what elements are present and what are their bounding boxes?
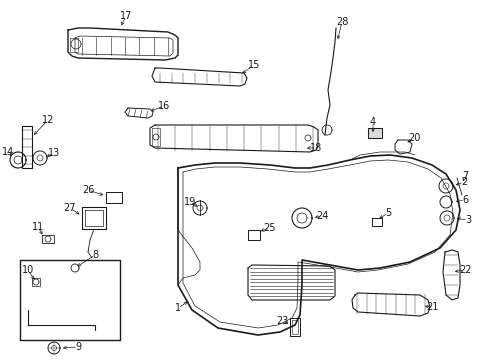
Text: 27: 27 — [63, 203, 76, 213]
Text: 20: 20 — [407, 133, 419, 143]
Text: 14: 14 — [2, 147, 14, 157]
Text: 8: 8 — [92, 250, 98, 260]
Text: 9: 9 — [75, 342, 81, 352]
Text: 13: 13 — [48, 148, 60, 158]
Text: 6: 6 — [461, 195, 467, 205]
Text: 17: 17 — [120, 11, 132, 21]
Text: 1: 1 — [175, 303, 181, 313]
Text: 5: 5 — [384, 208, 390, 218]
Text: 11: 11 — [32, 222, 44, 232]
Text: 24: 24 — [315, 211, 327, 221]
Text: 26: 26 — [81, 185, 94, 195]
Text: 10: 10 — [22, 265, 34, 275]
Text: 15: 15 — [247, 60, 260, 70]
Text: 7: 7 — [461, 171, 467, 181]
Text: 21: 21 — [425, 302, 437, 312]
Text: 16: 16 — [158, 101, 170, 111]
Text: 12: 12 — [42, 115, 54, 125]
Text: 25: 25 — [263, 223, 276, 233]
Text: 28: 28 — [335, 17, 347, 27]
Text: 3: 3 — [464, 215, 470, 225]
Text: 23: 23 — [275, 316, 287, 326]
Text: 2: 2 — [460, 177, 466, 187]
Text: 22: 22 — [458, 265, 470, 275]
Text: 19: 19 — [183, 197, 196, 207]
Text: 4: 4 — [369, 117, 375, 127]
Text: 18: 18 — [309, 143, 322, 153]
